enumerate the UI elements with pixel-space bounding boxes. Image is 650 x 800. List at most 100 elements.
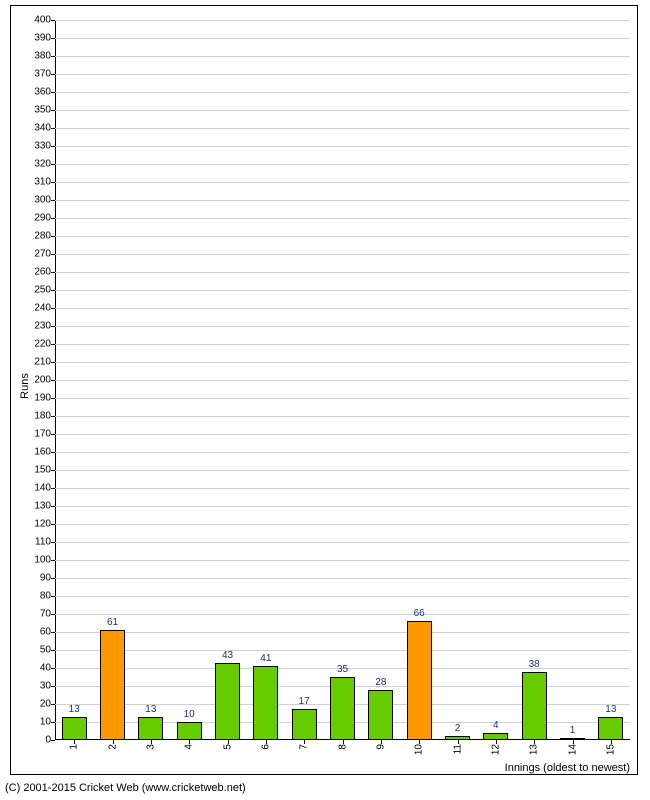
bar-value-label: 13 (145, 704, 156, 715)
gridline (55, 128, 630, 129)
ytick-label: 290 (34, 213, 51, 224)
bar-value-label: 13 (605, 704, 616, 715)
ytick-label: 270 (34, 249, 51, 260)
ytick-label: 20 (40, 699, 51, 710)
gridline (55, 470, 630, 471)
ytick-mark (51, 506, 55, 507)
bar (215, 663, 240, 740)
bar (253, 666, 278, 740)
ytick-mark (51, 236, 55, 237)
ytick-mark (51, 686, 55, 687)
ytick-label: 180 (34, 411, 51, 422)
gridline (55, 182, 630, 183)
ytick-label: 40 (40, 663, 51, 674)
bar-value-label: 41 (260, 653, 271, 664)
xtick-label: 8 (337, 744, 348, 750)
ytick-mark (51, 488, 55, 489)
ytick-label: 400 (34, 15, 51, 26)
gridline (55, 326, 630, 327)
gridline (55, 452, 630, 453)
ytick-label: 280 (34, 231, 51, 242)
gridline (55, 254, 630, 255)
bar-value-label: 61 (107, 617, 118, 628)
ytick-mark (51, 398, 55, 399)
xtick-label: 1 (69, 744, 80, 750)
ytick-mark (51, 704, 55, 705)
ytick-label: 160 (34, 447, 51, 458)
bar-value-label: 43 (222, 650, 233, 661)
bar-value-label: 10 (184, 709, 195, 720)
bar-value-label: 1 (570, 725, 576, 736)
bar (62, 717, 87, 740)
gridline (55, 164, 630, 165)
ytick-mark (51, 362, 55, 363)
ytick-mark (51, 110, 55, 111)
ytick-label: 240 (34, 303, 51, 314)
ytick-mark (51, 308, 55, 309)
gridline (55, 344, 630, 345)
ytick-mark (51, 20, 55, 21)
gridline (55, 92, 630, 93)
gridline (55, 362, 630, 363)
gridline (55, 614, 630, 615)
ytick-mark (51, 542, 55, 543)
gridline (55, 560, 630, 561)
bar (368, 690, 393, 740)
ytick-label: 10 (40, 717, 51, 728)
bar (177, 722, 202, 740)
ytick-label: 190 (34, 393, 51, 404)
ytick-mark (51, 182, 55, 183)
ytick-label: 100 (34, 555, 51, 566)
gridline (55, 434, 630, 435)
ytick-mark (51, 200, 55, 201)
bar-value-label: 66 (414, 608, 425, 619)
xtick-label: 4 (184, 744, 195, 750)
gridline (55, 218, 630, 219)
ytick-label: 250 (34, 285, 51, 296)
ytick-label: 230 (34, 321, 51, 332)
ytick-label: 90 (40, 573, 51, 584)
ytick-mark (51, 380, 55, 381)
xtick-label: 9 (375, 744, 386, 750)
ytick-label: 380 (34, 51, 51, 62)
xtick-label: 11 (452, 744, 463, 754)
xtick-label: 12 (490, 744, 501, 755)
xtick-label: 13 (529, 744, 540, 755)
ytick-label: 70 (40, 609, 51, 620)
ytick-mark (51, 272, 55, 273)
xtick-label: 7 (299, 744, 310, 750)
ytick-mark (51, 164, 55, 165)
gridline (55, 596, 630, 597)
bar (292, 709, 317, 740)
bar (522, 672, 547, 740)
gridline (55, 38, 630, 39)
gridline (55, 524, 630, 525)
ytick-mark (51, 560, 55, 561)
xtick-label: 6 (260, 744, 271, 750)
gridline (55, 578, 630, 579)
gridline (55, 488, 630, 489)
gridline (55, 542, 630, 543)
ytick-mark (51, 578, 55, 579)
plot-area: 0102030405060708090100110120130140150160… (55, 20, 630, 740)
ytick-mark (51, 290, 55, 291)
ytick-label: 300 (34, 195, 51, 206)
ytick-label: 0 (45, 735, 51, 746)
ytick-mark (51, 326, 55, 327)
ytick-mark (51, 92, 55, 93)
bar-value-label: 17 (299, 696, 310, 707)
bar (330, 677, 355, 740)
ytick-label: 210 (34, 357, 51, 368)
ytick-label: 220 (34, 339, 51, 350)
xtick-label: 2 (107, 744, 118, 750)
gridline (55, 74, 630, 75)
ytick-mark (51, 38, 55, 39)
ytick-mark (51, 146, 55, 147)
y-axis-title: Runs (19, 373, 31, 399)
ytick-label: 340 (34, 123, 51, 134)
gridline (55, 650, 630, 651)
ytick-mark (51, 650, 55, 651)
ytick-label: 350 (34, 105, 51, 116)
bar-value-label: 38 (529, 659, 540, 670)
ytick-mark (51, 218, 55, 219)
